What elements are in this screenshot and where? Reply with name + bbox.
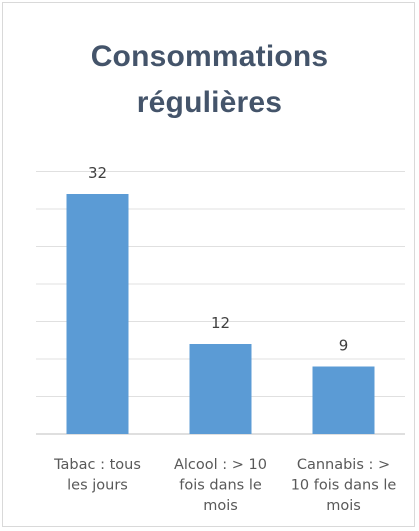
data-label-2: 12 [211, 314, 230, 332]
bar-2 [189, 344, 252, 434]
data-label-3: 9 [339, 337, 349, 355]
chart-title: Consommations régulières [0, 34, 419, 126]
category-label-2-line-2: fois dans le [179, 478, 262, 494]
category-label-2-line-1: Alcool : > 10 [174, 457, 267, 473]
chart-title-line-1: Consommations [90, 40, 329, 73]
chart-title-line-2: régulières [136, 86, 283, 119]
category-label-3-line-1: Cannabis : > [297, 457, 390, 473]
category-label-3-line-3: mois [326, 498, 361, 514]
category-label-2-line-3: mois [203, 498, 238, 514]
bar-1 [66, 194, 129, 434]
category-label-1-line-1: Tabac : tous [53, 457, 141, 473]
bar-3 [312, 366, 375, 434]
data-label-1: 32 [88, 164, 107, 182]
category-label-1-line-2: les jours [67, 478, 128, 494]
category-label-3-line-2: 10 fois dans le [291, 478, 397, 494]
